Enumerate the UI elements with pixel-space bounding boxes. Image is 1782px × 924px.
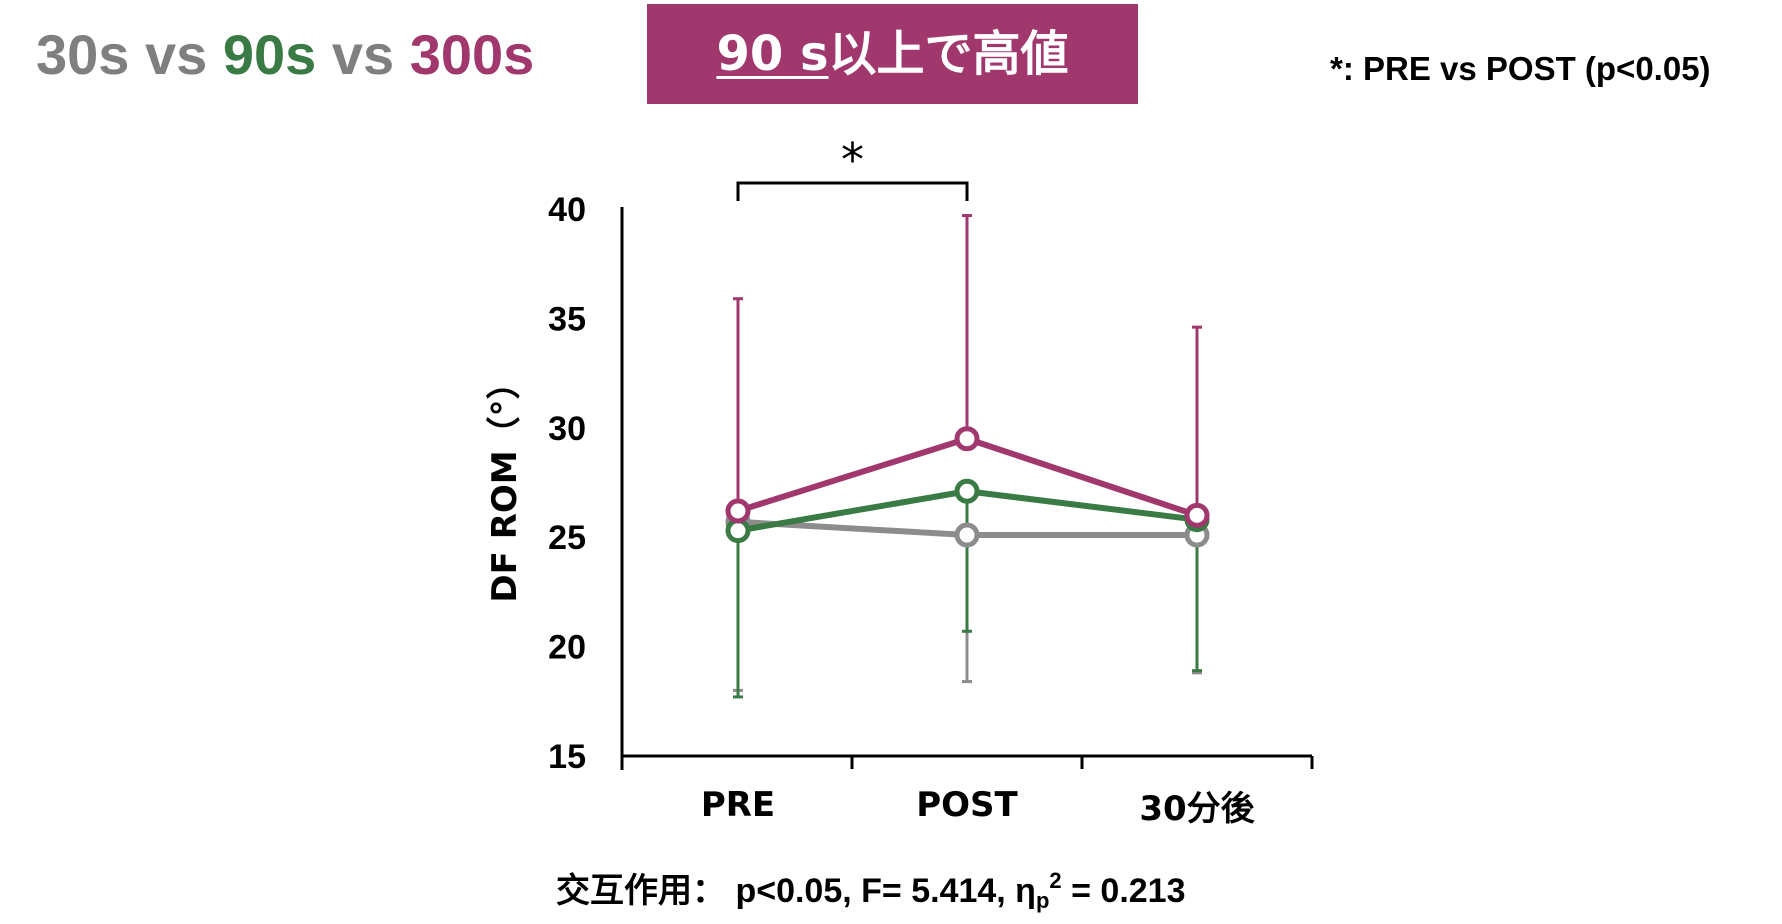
data-point-s2-0 — [725, 498, 751, 524]
y-tick-label-15: 15 — [548, 738, 586, 776]
significance-note: *: PRE vs POST (p<0.05) — [1330, 50, 1711, 87]
chart-title: 30s vs 90s vs 300s — [36, 22, 534, 88]
title-part-vs-1: vs — [129, 23, 223, 86]
banner-underlined-text: 90 s — [716, 26, 829, 82]
x-tick-label-1: POST — [916, 785, 1018, 825]
chart-plot-area: 15 20 25 30 35 40 PRE POST 30分後 DF ROM（°） * — [485, 133, 1314, 829]
highlight-banner: 90 s以上で高値 — [647, 4, 1138, 104]
x-tick-label-2: 30分後 — [1139, 789, 1255, 829]
y-tick-label-40: 40 — [548, 191, 586, 229]
title-part-300s: 300s — [409, 23, 535, 86]
banner-text: 以上で高値 — [828, 26, 1069, 82]
title-part-30s: 30s — [36, 23, 130, 86]
interaction-stats-text: p<0.05, F= 5.414, η — [726, 872, 1036, 910]
significance-bracket — [736, 181, 969, 201]
data-point-s1-1 — [954, 478, 980, 504]
x-tick-label-0: PRE — [701, 785, 775, 825]
eta-subscript: p — [1035, 888, 1050, 913]
y-tick-label-20: 20 — [548, 629, 586, 667]
title-part-vs-2: vs — [316, 23, 410, 86]
interaction-label: 交互作用： — [556, 871, 726, 911]
interaction-stats-value: = 0.213 — [1061, 872, 1186, 910]
y-tick-label-25: 25 — [548, 519, 586, 557]
interaction-stats: 交互作用： p<0.05, F= 5.414, ηp2 = 0.213 — [556, 858, 1186, 924]
significance-marker: * — [841, 133, 864, 187]
data-point-s0-1 — [954, 522, 980, 548]
data-point-s2-1 — [954, 426, 980, 452]
y-tick-label-30: 30 — [548, 410, 586, 448]
title-part-90s: 90s — [222, 23, 317, 86]
data-point-s2-2 — [1184, 502, 1210, 528]
y-tick-label-35: 35 — [548, 300, 586, 338]
y-axis-label: DF ROM（°） — [485, 365, 525, 602]
data-point-s1-0 — [725, 518, 751, 544]
eta-superscript: 2 — [1049, 868, 1062, 893]
